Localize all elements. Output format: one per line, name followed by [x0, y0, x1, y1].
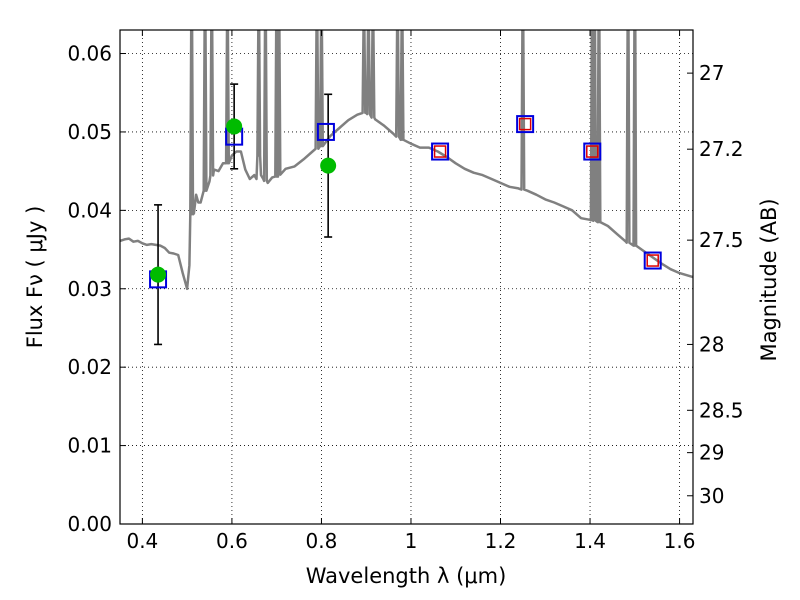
y-tick-label: 0.03	[67, 277, 112, 301]
axes: 0.4 0.6 0.8 1 1.2 1.4 1.6 0.00 0.01 0.02 0.03 0.04 0…	[67, 30, 744, 553]
x-tick-label: 0.4	[126, 529, 158, 553]
y-tick-label: 0.00	[67, 512, 112, 536]
x-tick-label: 1.4	[574, 529, 606, 553]
model-spectrum-line	[120, 30, 693, 291]
right-tick-label: 29	[699, 441, 724, 465]
y-tick-label: 0.04	[67, 198, 112, 222]
model-point-blue	[431, 142, 450, 161]
model-point-red	[646, 254, 659, 267]
right-tick-label: 27	[699, 61, 724, 85]
observed-point	[320, 157, 337, 174]
plot-frame	[119, 29, 694, 525]
y-tick-label: 0.05	[67, 120, 112, 144]
observed-point	[150, 266, 167, 283]
x-tick-label: 1.6	[664, 529, 696, 553]
right-axis-label: Magnitude (AB)	[757, 198, 781, 361]
model-point-blue	[583, 142, 602, 161]
model-point-red	[433, 145, 447, 158]
model-point-blue	[643, 251, 662, 270]
y-tick-label: 0.02	[67, 355, 112, 379]
right-tick-label: 30	[699, 484, 724, 508]
y-tick-label: 0.01	[67, 434, 112, 458]
right-tick-label: 27.5	[699, 228, 744, 252]
y-tick-label: 0.06	[67, 42, 112, 66]
right-tick-label: 28.5	[699, 398, 744, 422]
right-tick-label: 28	[699, 332, 724, 356]
plot-area	[120, 30, 693, 346]
model-point-blue	[516, 115, 535, 134]
y-axis-label: Flux Fν ( μJy )	[23, 206, 47, 349]
model-point-red	[586, 145, 599, 158]
model-point-blue	[316, 122, 335, 141]
x-tick-label: 1.2	[485, 529, 517, 553]
right-tick-label: 27.2	[699, 137, 744, 161]
x-axis-label: Wavelength λ (μm)	[306, 564, 507, 588]
observed-point	[226, 118, 243, 135]
x-tick-label: 0.8	[306, 529, 338, 553]
x-tick-label: 1	[405, 529, 418, 553]
model-point-red	[518, 117, 532, 131]
x-tick-label: 0.6	[216, 529, 248, 553]
